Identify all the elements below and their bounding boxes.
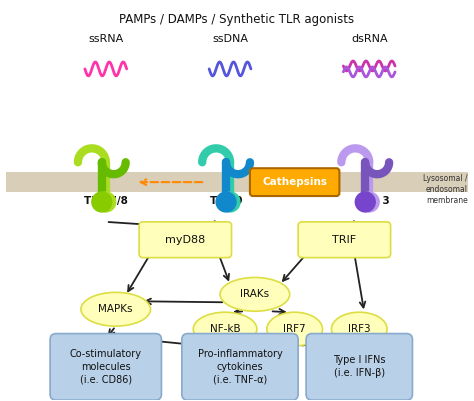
Text: ssRNA: ssRNA — [88, 34, 123, 44]
Text: Type I IFNs
(i.e. IFN-β): Type I IFNs (i.e. IFN-β) — [333, 355, 385, 378]
Text: IRF3: IRF3 — [348, 324, 371, 334]
Circle shape — [92, 192, 112, 212]
Ellipse shape — [193, 312, 257, 346]
Circle shape — [216, 192, 236, 212]
Circle shape — [356, 192, 375, 212]
Text: TLR 7/8: TLR 7/8 — [84, 196, 128, 206]
Text: TLR 9: TLR 9 — [210, 196, 243, 206]
FancyBboxPatch shape — [298, 222, 391, 257]
Text: IRF7: IRF7 — [283, 324, 306, 334]
Text: TRIF: TRIF — [332, 235, 356, 245]
Text: NF-kB: NF-kB — [210, 324, 240, 334]
Text: dsRNA: dsRNA — [351, 34, 388, 44]
Text: ssDNA: ssDNA — [212, 34, 248, 44]
Circle shape — [220, 192, 240, 212]
FancyBboxPatch shape — [139, 222, 231, 257]
FancyBboxPatch shape — [182, 334, 298, 400]
Circle shape — [359, 192, 379, 212]
Ellipse shape — [81, 292, 151, 326]
FancyBboxPatch shape — [50, 334, 162, 400]
Text: Pro-inflammatory
cytokines
(i.e. TNF-α): Pro-inflammatory cytokines (i.e. TNF-α) — [198, 349, 283, 385]
Ellipse shape — [331, 312, 387, 346]
Text: TLR 3: TLR 3 — [357, 196, 390, 206]
Text: Co-stimulatory
molecules
(i.e. CD86): Co-stimulatory molecules (i.e. CD86) — [70, 349, 142, 385]
Text: Cathepsins: Cathepsins — [262, 177, 327, 187]
FancyBboxPatch shape — [250, 168, 339, 196]
Text: myD88: myD88 — [165, 235, 205, 245]
Text: IRAKs: IRAKs — [240, 290, 269, 299]
Bar — [6, 172, 468, 192]
Text: MAPKs: MAPKs — [99, 304, 133, 314]
Text: PAMPs / DAMPs / Synthetic TLR agonists: PAMPs / DAMPs / Synthetic TLR agonists — [119, 13, 355, 26]
Circle shape — [96, 192, 116, 212]
Text: Lysosomal /
endosomal
membrane: Lysosomal / endosomal membrane — [423, 174, 468, 205]
FancyBboxPatch shape — [306, 334, 412, 400]
Ellipse shape — [220, 277, 290, 311]
Ellipse shape — [267, 312, 322, 346]
